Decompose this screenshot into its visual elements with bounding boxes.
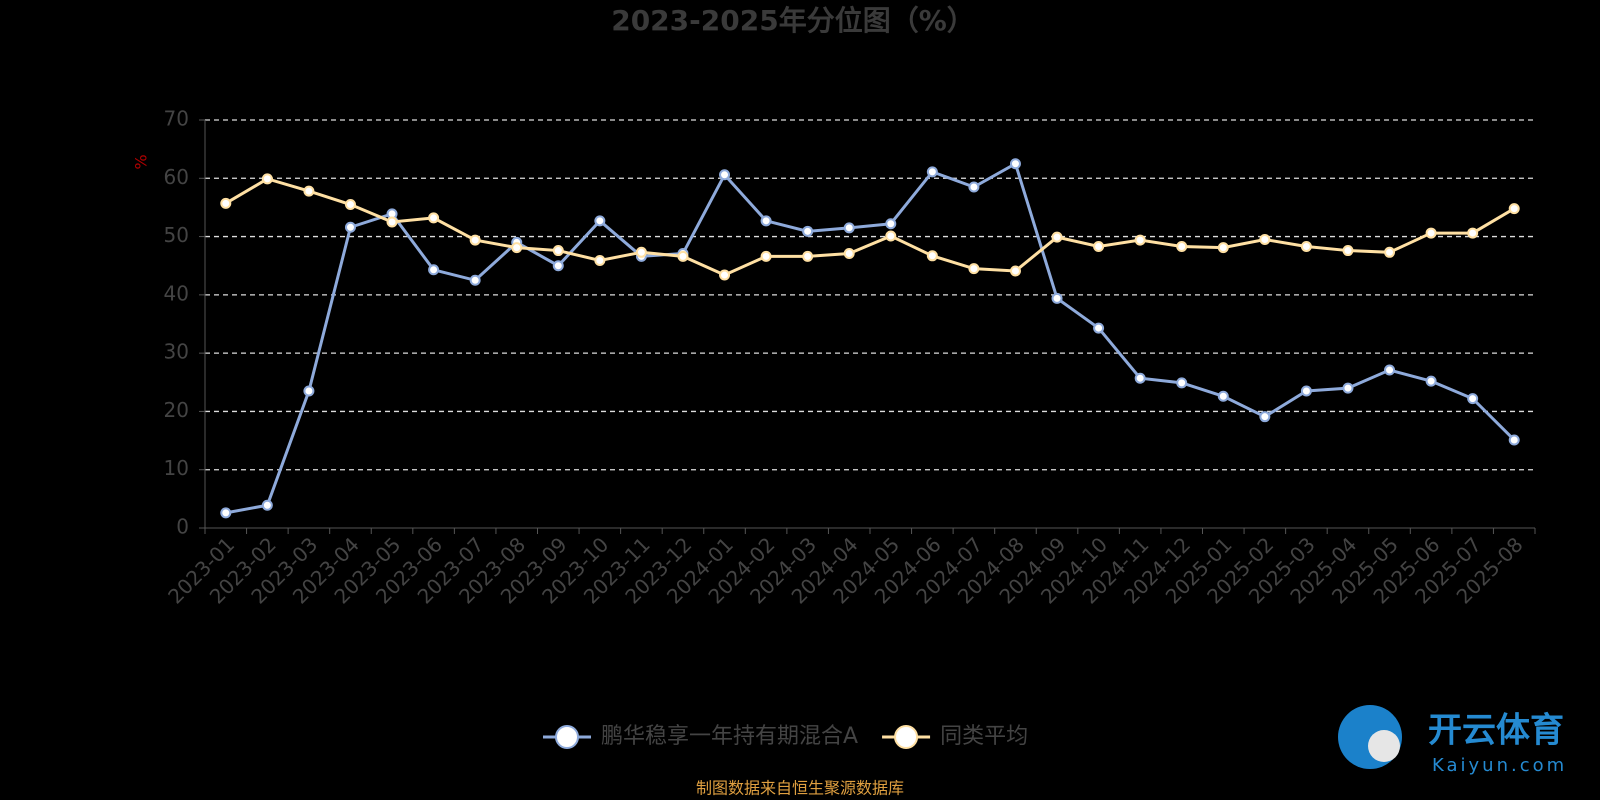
data-point [885,230,897,242]
data-point [1093,322,1105,334]
data-point [1300,240,1312,252]
data-point [843,247,855,259]
data-point [220,197,232,209]
data-point [1134,372,1146,384]
data-point [344,199,356,211]
y-tick-label: 40 [164,281,189,305]
data-point [220,507,232,519]
data-point [802,225,814,237]
data-point [760,250,772,262]
data-point [926,250,938,262]
legend-label: 同类平均 [940,724,1028,749]
data-point [1384,246,1396,258]
data-point [1508,434,1520,446]
data-point [1259,233,1271,245]
y-tick-label: 10 [164,456,189,480]
data-point [1009,158,1021,170]
data-point [386,216,398,228]
y-tick-label: 60 [164,165,189,189]
data-point [1134,234,1146,246]
logo-ball [1368,730,1400,762]
data-point [1217,242,1229,254]
data-point [1009,265,1021,277]
data-point [968,181,980,193]
data-point [926,166,938,178]
data-point [1300,385,1312,397]
y-tick-label: 0 [176,515,189,539]
watermark: 开云体育 Kaiyun.com [1338,705,1567,776]
data-point [1259,411,1271,423]
y-tick-label: 50 [164,223,189,247]
legend-marker [555,725,579,749]
data-point [635,246,647,258]
data-point [843,222,855,234]
y-axis-label: % [132,154,151,169]
data-point [1467,393,1479,405]
y-tick-label: 20 [164,398,189,422]
data-point [511,242,523,254]
data-point [802,250,814,262]
data-point [469,274,481,286]
data-point [885,218,897,230]
watermark-site: Kaiyun.com [1432,755,1567,776]
data-point [469,234,481,246]
y-tick-label: 30 [164,340,189,364]
data-point [261,499,273,511]
watermark-brand: 开云体育 [1428,711,1564,751]
data-point [428,212,440,224]
data-point [1051,231,1063,243]
data-point [1051,292,1063,304]
data-point [303,385,315,397]
data-point [1342,382,1354,394]
data-point [1508,203,1520,215]
data-point [1384,364,1396,376]
data-point [1176,240,1188,252]
data-point [344,221,356,233]
source-note: 制图数据来自恒生聚源数据库 [696,779,904,798]
legend-marker [894,725,919,749]
data-point [428,264,440,276]
data-point [552,245,564,257]
data-point [760,215,772,227]
y-tick-label: 70 [164,107,189,131]
data-point [1217,390,1229,402]
data-point [303,185,315,197]
series-line [225,161,1516,515]
data-point [1093,240,1105,252]
data-point [1176,377,1188,389]
data-point [719,169,731,181]
legend-label: 鹏华稳享一年持有期混合A [601,724,858,749]
data-point [261,173,273,185]
data-point [1467,227,1479,239]
data-point [1342,245,1354,257]
data-point [968,263,980,275]
data-point [677,250,689,262]
chart-title: 2023-2025年分位图（%） [611,4,975,37]
data-point [594,215,606,227]
data-point [1425,375,1437,387]
data-point [719,269,731,281]
data-point [594,254,606,266]
data-point [552,260,564,272]
series-line [225,177,1515,277]
data-point [1425,227,1437,239]
